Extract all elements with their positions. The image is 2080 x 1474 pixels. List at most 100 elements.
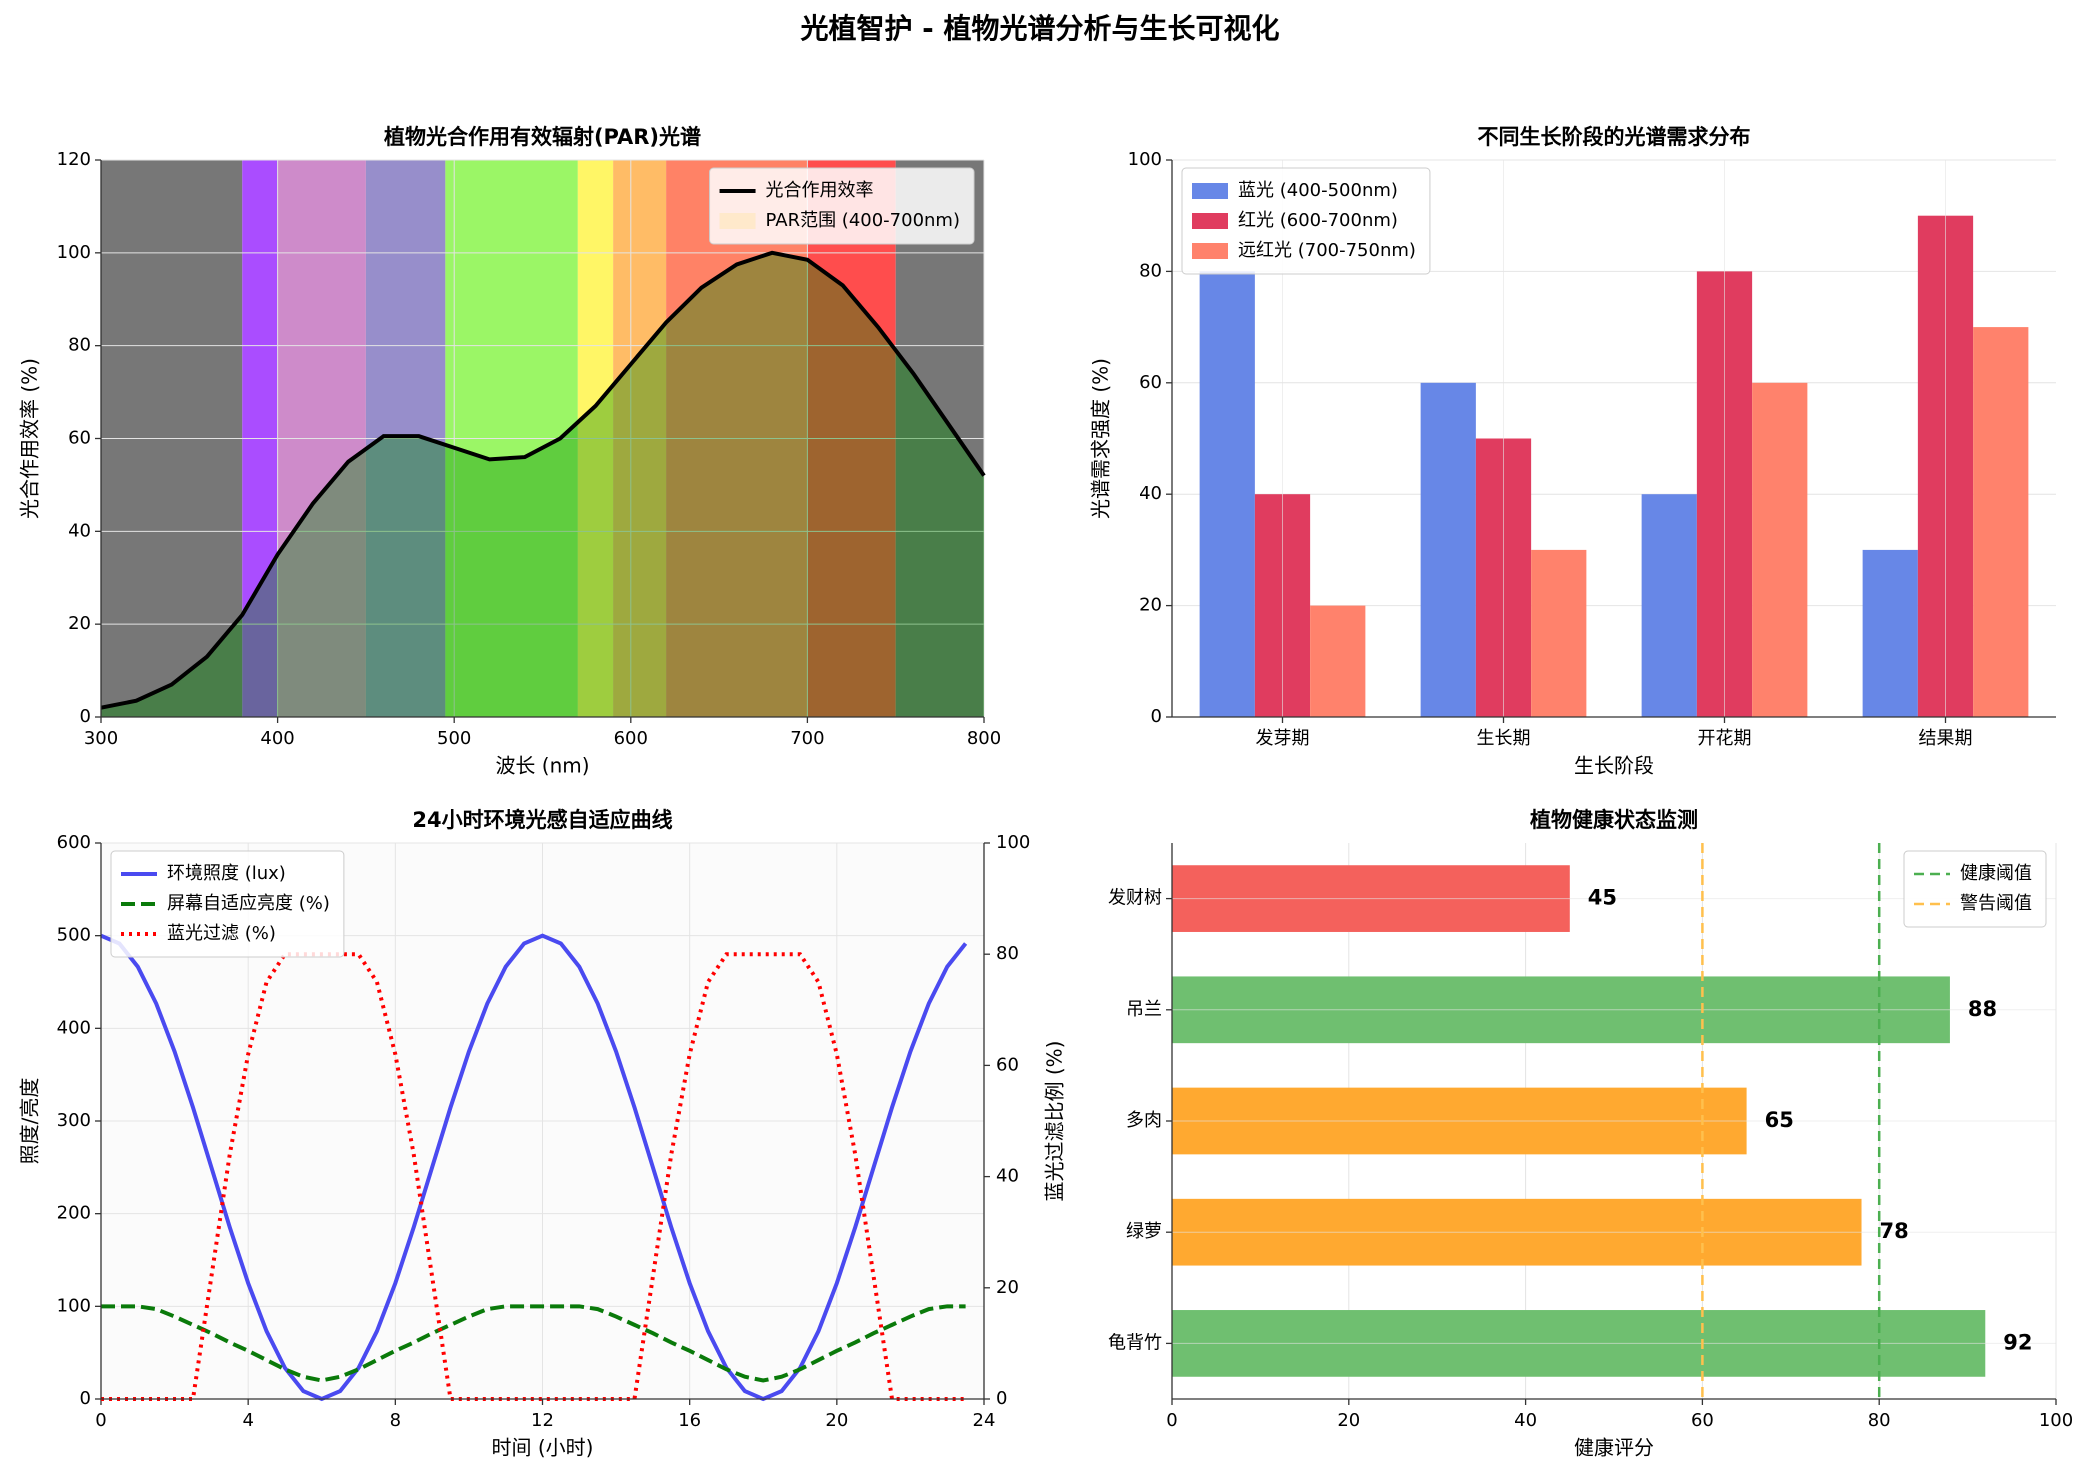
y-tick-label: 200 <box>57 1203 91 1224</box>
x-tick-label: 0 <box>1166 1410 1177 1431</box>
y2-tick-label: 80 <box>996 943 1019 964</box>
bar <box>1310 605 1366 717</box>
legend-swatch <box>1192 183 1228 199</box>
legend-label: 红光 (600-700nm) <box>1238 210 1398 231</box>
y-tick-label: 60 <box>68 428 91 449</box>
y2-tick-label: 100 <box>996 832 1030 853</box>
bar <box>1199 271 1255 717</box>
x-tick-label: 0 <box>95 1410 106 1431</box>
x-axis-label: 波长 (nm) <box>495 754 589 778</box>
x-tick-label: 20 <box>825 1410 848 1431</box>
x-tick-label: 12 <box>531 1410 554 1431</box>
legend-swatch <box>1192 213 1228 229</box>
legend-box <box>110 850 345 958</box>
y-tick-label: 80 <box>68 335 91 356</box>
legend-box <box>709 167 975 245</box>
x-tick-label: 300 <box>84 728 118 749</box>
chart-title: 植物健康状态监测 <box>1530 808 1698 832</box>
legend-label: PAR范围 (400-700nm) <box>766 210 960 231</box>
y-tick-label: 60 <box>1139 372 1162 393</box>
legend-label: 远红光 (700-750nm) <box>1238 240 1416 261</box>
data-label: 92 <box>2003 1330 2032 1354</box>
y-tick-label: 0 <box>80 1388 91 1409</box>
figure-title: 光植智护 - 植物光谱分析与生长可视化 <box>799 12 1279 45</box>
x-tick-label: 100 <box>2039 1410 2073 1431</box>
x-tick-label: 60 <box>1691 1410 1714 1431</box>
x-tick-label: 4 <box>242 1410 253 1431</box>
y-tick-label: 绿萝 <box>1126 1221 1162 1242</box>
y-tick-label: 80 <box>1139 260 1162 281</box>
bar <box>1973 327 2029 717</box>
y-tick-label: 100 <box>57 1295 91 1316</box>
x-tick-label: 发芽期 <box>1256 728 1310 749</box>
x-tick-label: 结果期 <box>1919 728 1973 749</box>
legend-swatch <box>719 213 756 229</box>
bar <box>1641 494 1697 717</box>
chart-title: 植物光合作用有效辐射(PAR)光谱 <box>384 125 701 149</box>
legend-label: 屏幕自适应亮度 (%) <box>167 893 330 914</box>
x-tick-label: 16 <box>678 1410 701 1431</box>
x-tick-label: 开花期 <box>1698 728 1752 749</box>
bar <box>1531 549 1587 717</box>
line <box>100 933 968 1402</box>
x-axis-label: 生长阶段 <box>1574 754 1654 778</box>
legend-label: 蓝光 (400-500nm) <box>1238 180 1398 201</box>
bar <box>1420 382 1476 717</box>
data-label: 45 <box>1588 886 1617 910</box>
line <box>100 250 986 710</box>
y-axis-label: 光谱需求强度 (%) <box>1089 358 1113 519</box>
x-axis-label: 时间 (小时) <box>492 1436 594 1460</box>
data-label: 65 <box>1765 1108 1794 1132</box>
legend-label: 警告阈值 <box>1960 893 2032 914</box>
legend-box <box>1181 167 1431 275</box>
x-tick-label: 20 <box>1337 1410 1360 1431</box>
y2-tick-label: 20 <box>996 1277 1019 1298</box>
y-axis-label: 照度/亮度 <box>18 1078 42 1165</box>
line <box>101 1304 966 1383</box>
area-fill <box>101 252 984 717</box>
legend-label: 蓝光过滤 (%) <box>167 923 276 944</box>
x-tick-label: 8 <box>390 1410 401 1431</box>
y-tick-label: 300 <box>57 1110 91 1131</box>
y-tick-label: 20 <box>1139 595 1162 616</box>
y-tick-label: 100 <box>57 242 91 263</box>
y-tick-label: 发财树 <box>1108 888 1162 909</box>
bar <box>1752 382 1808 717</box>
x-axis-label: 健康评分 <box>1574 1436 1654 1460</box>
y-tick-label: 0 <box>80 706 91 727</box>
x-tick-label: 400 <box>260 728 294 749</box>
y2-tick-label: 60 <box>996 1054 1019 1075</box>
x-tick-label: 500 <box>437 728 471 749</box>
y-tick-label: 400 <box>57 1017 91 1038</box>
y-tick-label: 龟背竹 <box>1108 1332 1162 1353</box>
x-tick-label: 40 <box>1514 1410 1537 1431</box>
y2-tick-label: 40 <box>996 1166 1019 1187</box>
y-axis-label: 光合作用效率 (%) <box>18 358 42 519</box>
y-tick-label: 40 <box>1139 483 1162 504</box>
bar <box>1862 549 1918 717</box>
y-tick-label: 100 <box>1128 149 1162 170</box>
chart-title: 不同生长阶段的光谱需求分布 <box>1478 125 1751 149</box>
x-tick-label: 24 <box>973 1410 996 1431</box>
y-tick-label: 0 <box>1151 706 1162 727</box>
data-label: 88 <box>1968 997 1997 1021</box>
y-tick-label: 120 <box>57 149 91 170</box>
x-tick-label: 生长期 <box>1477 728 1531 749</box>
legend-label: 光合作用效率 <box>766 180 874 201</box>
data-label: 78 <box>1880 1219 1909 1243</box>
y2-axis-label: 蓝光过滤比例 (%) <box>1043 1041 1067 1202</box>
chart-title: 24小时环境光感自适应曲线 <box>412 808 672 832</box>
legend-label: 健康阈值 <box>1960 863 2032 884</box>
legend-box <box>1903 850 2047 928</box>
y-tick-label: 吊兰 <box>1126 999 1162 1020</box>
y-tick-label: 500 <box>57 925 91 946</box>
y-tick-label: 600 <box>57 832 91 853</box>
x-tick-label: 80 <box>1868 1410 1891 1431</box>
x-tick-label: 700 <box>790 728 824 749</box>
x-tick-label: 600 <box>614 728 648 749</box>
y2-tick-label: 0 <box>996 1388 1007 1409</box>
y-tick-label: 40 <box>68 520 91 541</box>
y-tick-label: 20 <box>68 613 91 634</box>
x-tick-label: 800 <box>967 728 1001 749</box>
